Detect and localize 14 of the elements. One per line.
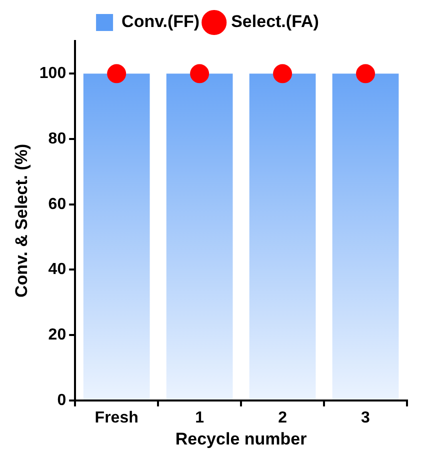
y-tick-label: 0 [57,392,66,409]
y-axis-title: Conv. & Select. (%) [12,144,31,298]
y-tick-label: 40 [48,261,66,278]
legend-label: Conv.(FF) [122,12,200,32]
x-tick-label: 3 [361,409,370,426]
x-tick-label: 2 [278,409,288,426]
x-axis-title: Recycle number [175,429,308,448]
y-tick-label: 20 [48,326,66,344]
x-tick-label: 1 [195,409,204,426]
y-tick-label: 60 [48,196,66,213]
y-tick-label: 100 [39,65,66,82]
y-tick-label: 80 [48,130,66,148]
x-tick-label: Fresh [94,409,138,426]
legend-label: Select.(FA) [231,12,319,32]
